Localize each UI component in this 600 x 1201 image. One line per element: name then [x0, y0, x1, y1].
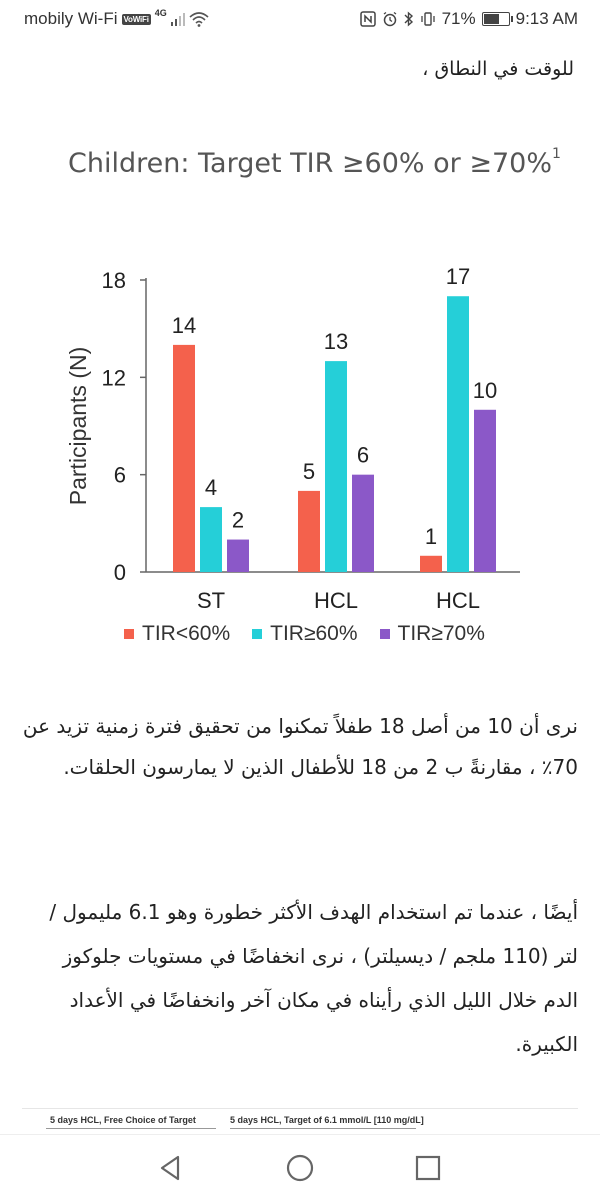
bar-tir60	[173, 344, 195, 572]
next-figure-thumbnail: 5 days HCL, Free Choice of Target 5 days…	[22, 1108, 578, 1133]
legend-label: TIR≥70%	[397, 622, 485, 645]
status-right: 71% 9:13 AM	[359, 9, 578, 29]
alarm-icon	[383, 11, 396, 27]
legend-swatch	[252, 629, 263, 639]
bar-value-label: 14	[172, 313, 196, 338]
chart-legend: TIR<60% TIR≥60% TIR≥70%	[124, 622, 485, 646]
paragraph-1: نرى أن 10 من أصل 18 طفلاً تمكنوا من تحقي…	[22, 714, 578, 779]
bluetooth-icon	[404, 11, 413, 27]
vibrate-icon	[420, 12, 435, 26]
back-icon[interactable]	[156, 1153, 186, 1183]
bar-value-label: 2	[232, 508, 244, 533]
bar-tir70	[227, 539, 249, 572]
recents-icon[interactable]	[413, 1153, 443, 1183]
wifi-icon	[189, 12, 209, 27]
bar-value-label: 5	[303, 459, 315, 484]
thumb-left-axis	[46, 1128, 216, 1129]
thumb-right-axis	[230, 1128, 416, 1129]
battery-percent: 71%	[441, 9, 476, 28]
carrier-label: mobily Wi-Fi	[24, 9, 118, 28]
legend-item: TIR<60%	[124, 622, 230, 646]
y-axis-title: Participants (N)	[65, 347, 91, 505]
bar-tir60	[420, 555, 442, 572]
navigation-bar	[0, 1134, 600, 1201]
vowifi-badge: VoWiFi	[121, 13, 151, 25]
battery-fill	[483, 14, 500, 24]
network-type: 4G	[154, 8, 167, 18]
bar-tir60	[200, 507, 222, 572]
chart-title-footnote: 1	[551, 146, 561, 162]
signal-icon	[170, 13, 185, 26]
bar-tir60	[325, 361, 347, 572]
paragraph-2: أيضًا ، عندما تم استخدام الهدف الأكثر خط…	[49, 900, 578, 1056]
legend-label: TIR≥60%	[270, 622, 358, 645]
legend-swatch	[379, 629, 390, 639]
chart-title-text: Children: Target TIR ≥60% or ≥70%	[68, 148, 552, 179]
status-bar: mobily Wi-Fi VoWiFi 4G	[0, 0, 600, 40]
bar-value-label: 10	[473, 378, 497, 403]
clock: 9:13 AM	[515, 9, 578, 28]
y-tick-label: 18	[102, 268, 126, 293]
home-icon[interactable]	[285, 1153, 315, 1183]
bar-value-label: 13	[324, 329, 348, 354]
thumb-left-title: 5 days HCL, Free Choice of Target	[50, 1115, 196, 1125]
category-label: HCL	[314, 588, 358, 613]
legend-item: TIR≥60%	[252, 622, 358, 646]
intro-fragment: للوقت في النطاق ،	[422, 58, 574, 80]
bar-tir70	[474, 409, 496, 572]
bar-tir60	[447, 296, 469, 572]
category-label: HCL	[436, 588, 480, 613]
y-tick-label: 6	[114, 463, 126, 488]
legend-label: TIR<60%	[142, 622, 231, 645]
thumb-right-title: 5 days HCL, Target of 6.1 mmol/L [110 mg…	[230, 1115, 424, 1125]
chart-title: Children: Target TIR ≥60% or ≥70%1	[68, 146, 561, 179]
y-tick-label: 12	[102, 365, 126, 390]
category-label: 5-9 Weeks	[406, 616, 511, 620]
bar-tir60	[298, 490, 320, 572]
nfc-icon	[359, 11, 376, 27]
category-label: ST	[197, 588, 225, 613]
bar-value-label: 17	[446, 264, 470, 289]
bar-value-label: 4	[205, 475, 217, 500]
status-left: mobily Wi-Fi VoWiFi 4G	[24, 8, 209, 29]
legend-swatch	[124, 629, 134, 639]
bar-value-label: 6	[357, 443, 369, 468]
category-label: 5 Days	[302, 616, 370, 620]
legend-item: TIR≥70%	[379, 622, 485, 646]
bar-tir70	[352, 474, 374, 572]
bar-value-label: 1	[425, 524, 437, 549]
battery-icon	[481, 12, 513, 26]
y-tick-label: 0	[114, 560, 126, 585]
